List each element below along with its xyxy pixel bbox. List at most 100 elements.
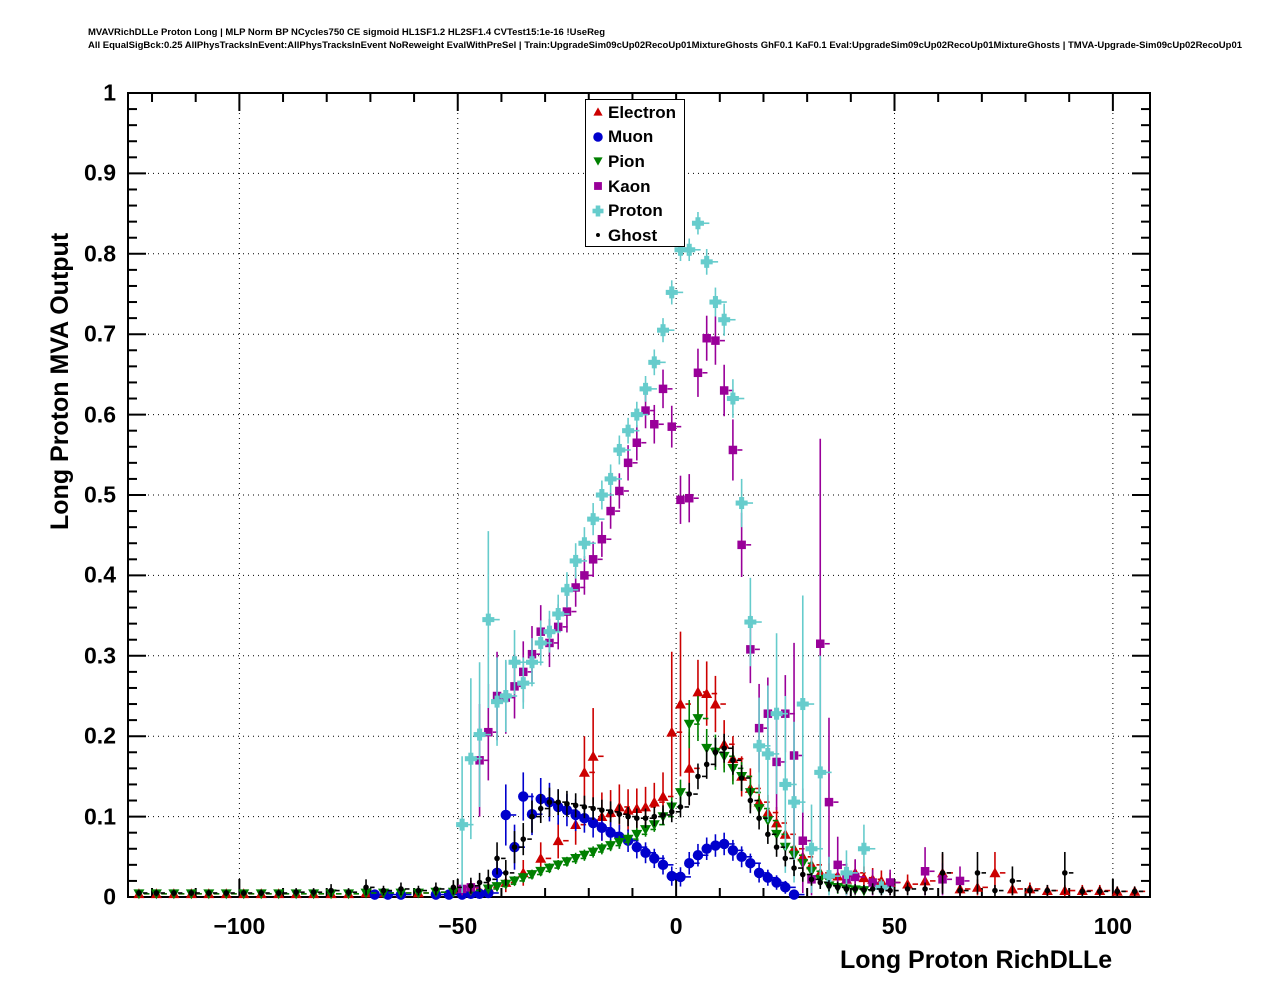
x-axis-title: Long Proton RichDLLe [840, 946, 1113, 974]
marker-circle [649, 853, 660, 864]
series-kaon [457, 315, 970, 896]
marker-dot [1027, 887, 1033, 894]
marker-triangle-down [640, 825, 652, 835]
marker-triangle-up [989, 867, 1001, 878]
marker-cross [840, 866, 853, 879]
marker-dot [808, 876, 815, 883]
marker-cross [534, 636, 547, 649]
marker-dot [703, 761, 710, 768]
marker-dot [572, 802, 579, 809]
marker-dot [485, 876, 492, 883]
marker-triangle-up [692, 686, 704, 697]
marker-dot [476, 879, 483, 886]
marker-circle [596, 822, 608, 834]
marker-triangle-down [535, 866, 547, 877]
chart-legend: Electron Muon Pion Kaon Proton Ghost [585, 99, 685, 247]
marker-circle [500, 809, 512, 821]
marker-triangle-up [674, 698, 686, 709]
marker-triangle-down [692, 714, 704, 725]
marker-circle [736, 851, 747, 863]
marker-triangle-up [683, 762, 695, 773]
legend-entry-proton: Proton [586, 198, 684, 223]
marker-dot [730, 757, 736, 764]
marker-triangle-up [587, 750, 599, 761]
marker-cross [691, 217, 704, 230]
marker-square [824, 797, 834, 807]
marker-dot [136, 890, 142, 896]
marker-cross [761, 747, 774, 760]
marker-circle [753, 867, 765, 879]
marker-dot [380, 887, 387, 894]
marker-triangle-down [552, 860, 564, 871]
marker-cross [788, 796, 801, 809]
marker-cross [543, 625, 556, 638]
marker-circle [518, 791, 529, 802]
marker-cross [552, 607, 565, 620]
y-tick-label: 0.9 [84, 159, 116, 186]
marker-triangle-down [701, 743, 713, 754]
x-tick-label: 100 [1093, 913, 1133, 939]
marker-triangle-down [491, 882, 503, 893]
square-icon [590, 178, 606, 194]
marker-triangle-down [674, 788, 686, 798]
marker-dot [223, 890, 230, 896]
marker-dot [634, 815, 640, 821]
marker-dot [293, 889, 299, 895]
series-electron [133, 631, 1146, 899]
marker-square [606, 506, 615, 516]
marker-dot [511, 844, 518, 850]
marker-square [702, 333, 711, 343]
marker-cross [525, 656, 538, 669]
marker-cross [822, 870, 835, 883]
marker-dot [188, 890, 195, 896]
y-tick-label: 0.8 [84, 240, 116, 267]
marker-dot [398, 886, 404, 892]
marker-cross [665, 286, 678, 299]
marker-dot [791, 865, 797, 871]
marker-circle [587, 817, 599, 829]
marker-cross [657, 324, 670, 337]
data-points [133, 211, 1146, 900]
marker-dot [747, 797, 754, 804]
marker-dot [590, 805, 596, 812]
y-tick-label: 0.7 [84, 320, 116, 347]
marker-square [658, 384, 668, 394]
marker-square [676, 495, 685, 505]
marker-dot [817, 879, 824, 886]
axis-ticks [128, 92, 1150, 898]
marker-square [597, 534, 607, 544]
header-line-2: All EqualSigBck:0.25 AllPhysTracksInEven… [88, 40, 1243, 51]
marker-square [885, 878, 895, 887]
marker-dot [712, 749, 719, 756]
series-muon [369, 772, 805, 900]
marker-dot [939, 870, 946, 876]
marker-dot [651, 813, 658, 820]
marker-cross [578, 537, 591, 550]
marker-cross [569, 554, 582, 567]
marker-cross [587, 513, 600, 526]
marker-cross [464, 752, 477, 765]
legend-entry-ghost: Ghost [586, 223, 684, 248]
marker-circle [780, 882, 791, 893]
marker-triangle-down [605, 841, 617, 852]
marker-dot [721, 745, 727, 752]
marker-dot [153, 890, 160, 896]
marker-dot [1009, 878, 1016, 884]
marker-dot [581, 804, 588, 810]
marker-cross [630, 408, 643, 421]
marker-circle [718, 838, 730, 850]
marker-square [719, 386, 729, 395]
legend-entry-muon: Muon [586, 125, 684, 150]
y-tick-label: 0 [103, 883, 116, 910]
marker-dot [1114, 888, 1121, 895]
marker-dot [258, 890, 264, 896]
legend-label: Pion [608, 151, 645, 171]
marker-cross [770, 707, 783, 720]
marker-circle [640, 847, 651, 859]
y-axis-title: Long Proton MVA Output [46, 232, 74, 530]
marker-dot [695, 773, 701, 780]
marker-cross [683, 243, 696, 256]
marker-dot [450, 884, 457, 891]
marker-dot [275, 890, 282, 896]
marker-cross [779, 778, 792, 791]
